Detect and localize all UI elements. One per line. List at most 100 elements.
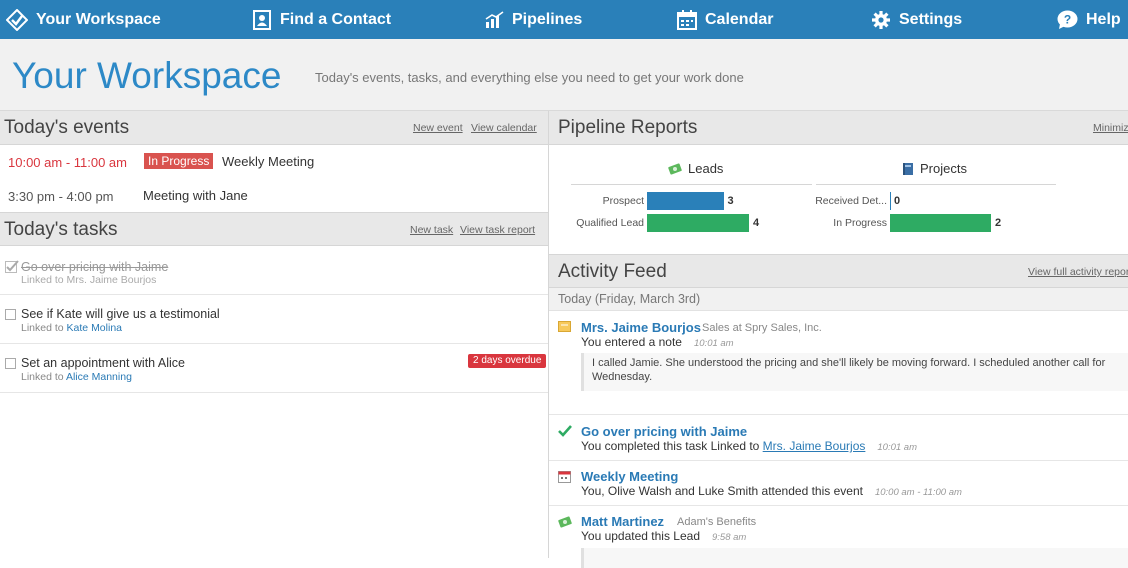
linked-prefix: Linked to — [21, 274, 67, 286]
task-linked: Linked to Mrs. Jaime Bourjos — [21, 274, 156, 286]
task-row: See if Kate will give us a testimonial L… — [0, 295, 548, 344]
page-header: Your Workspace Today's events, tasks, an… — [0, 39, 1128, 111]
feed-contact-link[interactable]: Matt Martinez — [581, 514, 665, 529]
feed-action-text: You, Olive Walsh and Luke Smith attended… — [581, 484, 863, 498]
tasks-header: Today's tasks New task View task report — [0, 212, 548, 246]
feed-action: You updated this Lead 9:58 am — [581, 529, 746, 543]
nav-find-contact-label: Find a Contact — [280, 10, 392, 28]
linked-contact[interactable]: Mrs. Jaime Bourjos — [66, 274, 157, 286]
calendar-event-icon — [558, 471, 571, 483]
feed-action-text: You entered a note — [581, 335, 682, 349]
bar-value: 2 — [994, 217, 1002, 229]
bar-label: Received Det... — [815, 195, 887, 207]
received-bar[interactable] — [890, 192, 891, 210]
view-calendar-link[interactable]: View calendar — [471, 122, 537, 134]
nav-calendar[interactable]: Calendar — [677, 0, 773, 39]
feed-action: You entered a note 10:01 am — [581, 335, 734, 349]
pipeline-header: Pipeline Reports Minimize — [549, 111, 1128, 145]
feed-time: 10:00 am - 11:00 am — [874, 487, 962, 498]
feed-time: 10:01 am — [877, 442, 917, 453]
svg-text:?: ? — [1064, 12, 1071, 26]
workspace-check-icon — [6, 8, 28, 31]
feed-contact-link[interactable]: Mrs. Jaime Bourjos — [581, 320, 701, 335]
gear-icon — [872, 10, 890, 29]
linked-contact-link[interactable]: Kate Molina — [66, 322, 122, 334]
feed-time: 9:58 am — [712, 532, 747, 543]
view-full-activity-link[interactable]: View full activity report — [1028, 266, 1128, 278]
address-book-icon — [253, 9, 271, 30]
event-name: Meeting with Jane — [143, 188, 248, 203]
projects-label: Projects — [920, 161, 967, 176]
calendar-icon — [677, 9, 697, 30]
nav-workspace-label: Your Workspace — [36, 10, 161, 28]
note-icon — [558, 321, 571, 332]
feed-item: Go over pricing with Jaime You completed… — [549, 415, 1128, 461]
page-title: Your Workspace — [12, 55, 282, 96]
feed-task-link[interactable]: Go over pricing with Jaime — [581, 424, 748, 439]
bar-value: 3 — [727, 195, 734, 207]
nav-settings[interactable]: Settings — [871, 0, 962, 39]
in-progress-bar[interactable] — [890, 214, 991, 232]
new-event-link[interactable]: New event — [413, 122, 463, 134]
activity-feed-header: Activity Feed View full activity report — [549, 254, 1128, 288]
feed-item: Weekly Meeting You, Olive Walsh and Luke… — [549, 461, 1128, 506]
in-progress-badge: In Progress — [144, 153, 214, 169]
help-bubble-icon: ? — [1057, 10, 1078, 29]
task-title[interactable]: Go over pricing with Jaime — [21, 260, 169, 274]
task-linked: Linked to Alice Manning — [21, 371, 132, 383]
prospect-bar[interactable] — [647, 192, 724, 210]
feed-date-row: Today (Friday, March 3rd) — [549, 288, 1128, 311]
money-icon — [558, 516, 572, 528]
projects-heading: Projects — [902, 161, 967, 176]
view-task-report-link[interactable]: View task report — [460, 224, 536, 236]
checked-checkbox-icon[interactable] — [5, 260, 19, 273]
feed-action-text: You updated this Lead — [581, 529, 700, 543]
top-navigation: Your Workspace Find a Contact Pipelines … — [0, 0, 1128, 39]
feed-action: You completed this task Linked to Mrs. J… — [581, 439, 917, 453]
right-column: Pipeline Reports Minimize Leads Prospect… — [549, 111, 1128, 568]
task-row: Set an appointment with Alice Linked to … — [0, 344, 548, 393]
bar-value: 0 — [894, 195, 901, 207]
feed-item: Mrs. Jaime Bourjos Sales at Spry Sales, … — [549, 311, 1128, 415]
nav-find-contact[interactable]: Find a Contact — [252, 0, 391, 39]
task-title[interactable]: See if Kate will give us a testimonial — [21, 307, 220, 321]
events-title: Today's events — [4, 117, 130, 138]
nav-pipelines[interactable]: Pipelines — [485, 0, 582, 39]
feed-company: Adam's Benefits — [677, 516, 757, 528]
bar-label: Prospect — [602, 195, 644, 207]
linked-prefix: Linked to — [21, 322, 67, 334]
task-checkbox[interactable] — [5, 309, 16, 320]
notebook-icon — [903, 162, 913, 175]
qualified-lead-bar[interactable] — [647, 214, 749, 232]
event-name: Weekly Meeting — [222, 154, 315, 169]
nav-workspace[interactable]: Your Workspace — [6, 0, 161, 39]
nav-pipelines-label: Pipelines — [512, 10, 583, 28]
left-column: Today's events New event View calendar 1… — [0, 111, 549, 558]
task-title[interactable]: Set an appointment with Alice — [21, 356, 185, 370]
bar-label: Qualified Lead — [576, 217, 644, 229]
projects-divider — [816, 184, 1056, 185]
feed-company: Sales at Spry Sales, Inc. — [702, 322, 822, 334]
feed-event-link[interactable]: Weekly Meeting — [581, 469, 679, 484]
feed-action-text: You completed this task Linked to — [581, 439, 763, 453]
new-task-link[interactable]: New task — [410, 224, 454, 236]
money-icon — [668, 162, 682, 175]
nav-help[interactable]: ? Help — [1057, 0, 1121, 39]
minimize-link[interactable]: Minimize — [1093, 122, 1128, 134]
task-checkbox[interactable] — [5, 358, 16, 369]
nav-help-label: Help — [1086, 10, 1121, 28]
task-linked: Linked to Kate Molina — [21, 322, 122, 334]
leads-divider — [571, 184, 812, 185]
feed-date: Today (Friday, March 3rd) — [558, 292, 701, 306]
bar-chart-icon — [485, 10, 504, 28]
task-row: Go over pricing with Jaime Linked to Mrs… — [0, 247, 548, 295]
feed-contact-link[interactable]: Mrs. Jaime Bourjos — [762, 439, 866, 453]
linked-prefix: Linked to — [21, 371, 66, 383]
feed-note-text: I called Jamie. She understood the prici… — [581, 353, 1128, 391]
leads-heading: Leads — [668, 161, 723, 176]
events-header: Today's events New event View calendar — [0, 111, 548, 145]
linked-contact-link[interactable]: Alice Manning — [65, 371, 132, 383]
nav-calendar-label: Calendar — [705, 10, 774, 28]
feed-item: Matt Martinez Adam's Benefits You update… — [549, 506, 1128, 568]
page-subtitle: Today's events, tasks, and everything el… — [315, 70, 744, 85]
